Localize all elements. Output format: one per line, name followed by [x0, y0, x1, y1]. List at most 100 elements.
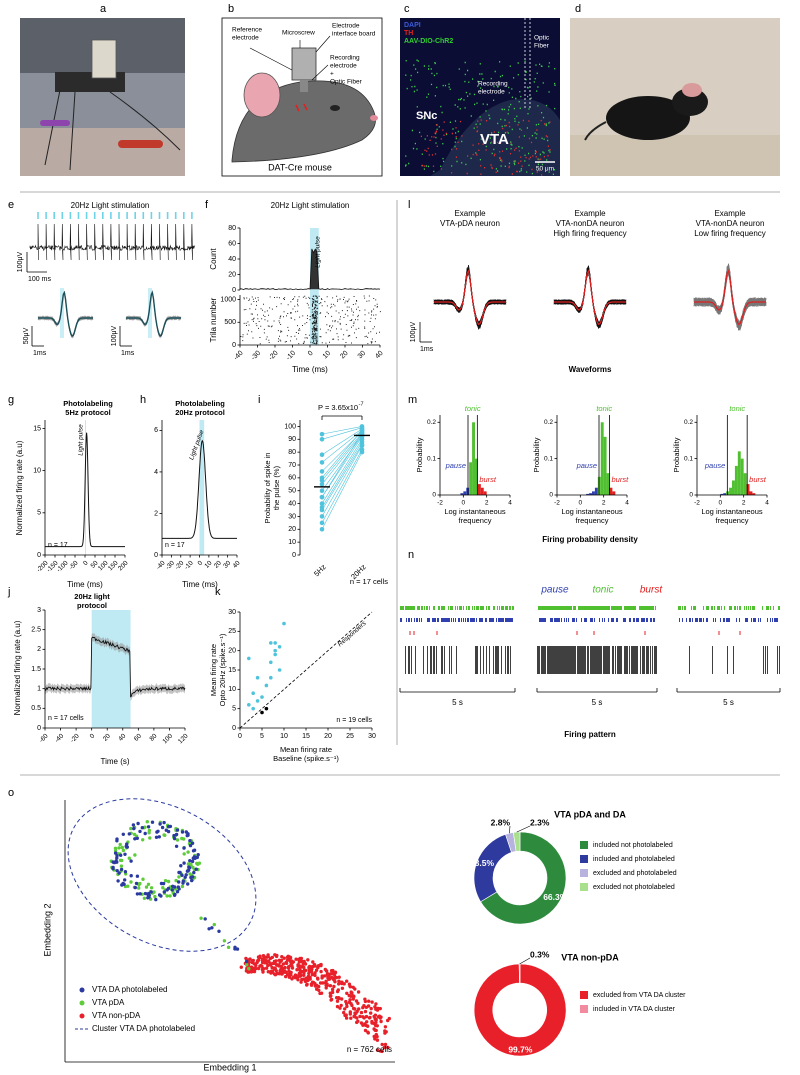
x-tick-label: -2: [694, 500, 700, 507]
data-point: [319, 436, 325, 442]
waveform-cloud: [433, 265, 507, 331]
label: Mean firing rate: [209, 644, 218, 696]
label: tonic: [592, 585, 613, 596]
label: protocol: [77, 601, 107, 610]
y-tick-label: 60: [228, 240, 236, 247]
histogram-bar: [594, 487, 598, 495]
label: 100μV: [17, 251, 24, 272]
label: n = 19 cells: [336, 717, 372, 724]
label: 2.8%: [491, 817, 511, 827]
histogram-bar: [752, 493, 756, 495]
legend-dot: [79, 987, 85, 993]
y-tick-label: 80: [228, 225, 236, 232]
device: [91, 39, 117, 79]
pulse-window: [199, 420, 205, 555]
data-point: [319, 507, 325, 513]
mouse: [606, 96, 690, 140]
light-pulse: [61, 212, 64, 219]
x-tick-label: 0: [82, 559, 90, 567]
x-tick-label: 2: [742, 500, 746, 507]
data-point: [247, 703, 251, 707]
panel-label: e: [8, 199, 14, 211]
data-point: [264, 683, 269, 688]
light-pulse: [53, 212, 55, 219]
light-pulse: [158, 212, 161, 219]
y-tick-label: 40: [288, 500, 296, 507]
x-tick-label: 4: [508, 500, 512, 507]
x-tick-label: 0: [462, 500, 466, 507]
light-pulse: [93, 212, 96, 219]
device: [300, 80, 308, 92]
label: Time (ms): [67, 580, 103, 589]
light-pulse: [134, 212, 136, 219]
label: excluded and photolabeled: [593, 870, 677, 877]
y-tick-label: 30: [288, 513, 296, 520]
histogram-bar: [460, 493, 464, 495]
y-tick-label: 2.5: [31, 627, 41, 634]
x-tick-label: 10: [322, 350, 333, 361]
leader: [249, 35, 331, 81]
label: 0.3%: [530, 949, 550, 959]
legend-swatch: [580, 855, 588, 863]
y-tick-label: 0.5: [31, 705, 41, 712]
y-tick-label: 0: [689, 492, 693, 499]
pair-line: [321, 436, 363, 498]
leader-line: [519, 957, 531, 965]
label: DAPI: [404, 22, 421, 29]
label: excluded not photolabeled: [593, 884, 675, 891]
panel-label: o: [8, 787, 14, 799]
spike-raster: [537, 646, 657, 674]
label: Responders: [337, 620, 369, 649]
y-tick-label: 0.1: [684, 455, 693, 462]
legend-swatch: [580, 841, 588, 849]
firing-rate-curve: [45, 432, 125, 548]
histogram-bar: [480, 487, 484, 495]
y-tick-label: 2: [154, 510, 158, 517]
light-pulse: [174, 212, 177, 219]
histogram-bar: [589, 493, 592, 495]
label: Waveforms: [569, 365, 612, 374]
data-point: [319, 501, 325, 506]
data-point: [319, 431, 325, 437]
waveform-cloud: [553, 264, 627, 330]
label: Light pulse: [315, 236, 322, 268]
y-tick-label: 2: [37, 646, 41, 653]
panel-label: n: [408, 549, 414, 561]
y-tick-label: 4: [154, 469, 158, 476]
y-tick-label: 30: [228, 609, 236, 616]
y-tick-label: 0: [549, 492, 553, 499]
histogram-bar: [720, 493, 724, 495]
label: Trila number: [209, 297, 218, 342]
y-tick-label: 0: [432, 492, 436, 499]
x-tick-label: 4: [765, 500, 769, 507]
label: 50 μm: [536, 166, 554, 173]
data-point: [251, 706, 255, 711]
label: Example: [454, 209, 486, 218]
panel-label: c: [404, 3, 410, 15]
histogram-bar: [723, 493, 727, 495]
x-tick-label: 100: [161, 732, 174, 745]
y-tick-label: 50: [288, 488, 296, 495]
x-tick-label: 0: [579, 500, 583, 507]
panel-label: g: [8, 394, 14, 406]
label: VTA-nonDA neuron: [556, 219, 625, 228]
label: 5 s: [592, 698, 603, 707]
label: Embedding 1: [203, 1062, 256, 1072]
data-point: [319, 488, 325, 494]
pair-line: [321, 445, 363, 517]
firing-rate-trace: [44, 636, 186, 698]
histogram-bar: [469, 462, 473, 495]
legend-dot: [79, 1013, 85, 1019]
eye: [330, 105, 340, 111]
light-pulse: [166, 212, 169, 219]
x-tick-label: 20: [339, 350, 350, 361]
label: 50μV: [23, 327, 30, 344]
x-tick-label: 80: [148, 732, 158, 742]
label: Normalized firing rate (a.u): [15, 440, 24, 535]
spike-raster: [405, 646, 511, 674]
data-point: [319, 481, 325, 487]
pair-line: [321, 444, 363, 511]
x-tick-label: 10: [280, 733, 288, 740]
label: excluded from VTA DA cluster: [593, 992, 686, 999]
